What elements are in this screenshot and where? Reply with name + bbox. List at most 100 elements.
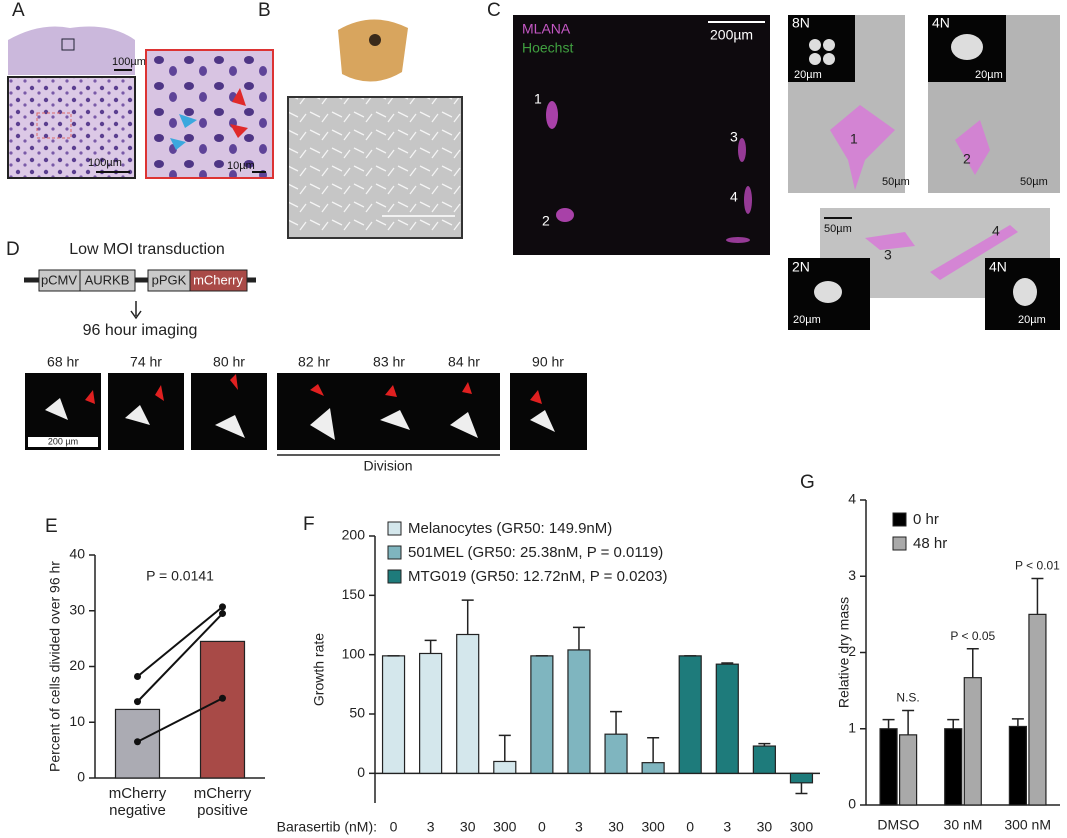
x-tick-label: mCherry positive <box>193 785 252 819</box>
cell-signal <box>830 105 895 190</box>
nuclei <box>951 34 983 60</box>
nuclei <box>814 281 842 303</box>
legend-label: 501MEL (GR50: 25.38nM, P = 0.0119) <box>408 544 663 561</box>
legend-label: Melanocytes (GR50: 149.9nM) <box>408 520 612 537</box>
channel-label: Hoechst <box>522 40 573 56</box>
paired-point <box>134 673 141 681</box>
paired-point <box>219 610 226 618</box>
paired-point <box>219 694 226 702</box>
arrowhead <box>230 88 248 138</box>
x-tick-label: 0 <box>390 819 398 835</box>
x-tick-label: 300 nM <box>1004 817 1051 833</box>
paired-line <box>137 697 223 743</box>
legend-label: MTG019 (GR50: 12.72nM, P = 0.0203) <box>408 568 667 585</box>
scale-label: 200 µm <box>48 436 78 446</box>
scale-label: 20µm <box>975 69 1003 81</box>
imaging-label: 96 hour imaging <box>83 322 198 339</box>
x-tick-label: 30 <box>460 819 476 835</box>
error-bar <box>572 626 585 650</box>
ploidy-label: 4N <box>989 259 1007 275</box>
bar <box>963 677 982 806</box>
scale-bar <box>28 437 98 447</box>
paired-line <box>136 612 224 703</box>
y-tick-label: 0 <box>357 764 365 780</box>
cell-number: 2 <box>963 151 971 167</box>
panel-label: C <box>487 0 501 21</box>
x-tick-label: 300 <box>641 819 665 835</box>
scale-label: 10µm <box>227 160 255 172</box>
x-tick-label: 3 <box>427 819 435 835</box>
scale-label: 50µm <box>882 176 910 188</box>
arrow <box>130 301 142 320</box>
paired-point <box>134 698 141 706</box>
bar <box>879 728 898 806</box>
cell-number: 3 <box>730 129 738 145</box>
y-tick-label: 0 <box>77 769 85 785</box>
legend-swatch <box>892 512 907 527</box>
scale-label: 20µm <box>793 314 821 326</box>
bar <box>1028 613 1047 806</box>
time-lapse-frames <box>25 373 587 450</box>
paired-line <box>136 606 224 678</box>
x-tick-label: 30 <box>757 819 773 835</box>
cell-number: 3 <box>884 247 892 263</box>
x-tick-label: DMSO <box>877 817 919 833</box>
panel-label: A <box>12 0 25 21</box>
cell-signal <box>865 225 1018 280</box>
bar <box>678 655 702 774</box>
legend-swatch <box>387 521 402 536</box>
error-bar <box>758 742 771 747</box>
bar <box>944 728 963 806</box>
cell-number: 1 <box>534 91 542 107</box>
error-bar <box>610 710 623 735</box>
specimen-photo <box>338 19 408 82</box>
y-axis-label: Relative dry mass <box>836 597 852 708</box>
x-tick-label: 0 <box>538 819 546 835</box>
y-tick-label: 100 <box>342 645 366 661</box>
annotation: P = 0.0141 <box>146 568 214 584</box>
legend-label: 48 hr <box>913 535 947 552</box>
y-tick-label: 20 <box>69 657 85 673</box>
y-tick-label: 40 <box>69 546 85 562</box>
ploidy-label: 8N <box>792 15 810 31</box>
paired-point <box>134 738 141 746</box>
bar <box>1008 725 1027 806</box>
fluorescence-image <box>513 15 770 255</box>
scale-label: 20µm <box>794 69 822 81</box>
cell-signal <box>955 120 990 175</box>
time-label: 80 hr <box>213 354 245 370</box>
channel-label: MLANA <box>522 21 571 37</box>
y-tick-label: 0 <box>848 796 856 812</box>
y-tick-label: 10 <box>69 713 85 729</box>
scale-label: 50µm <box>824 223 852 235</box>
annotation: P < 0.05 <box>950 629 995 643</box>
time-label: 68 hr <box>47 354 79 370</box>
x-tick-label: 3 <box>575 819 583 835</box>
bar <box>530 655 554 774</box>
legend-swatch <box>892 536 907 551</box>
construct-label: pCMV <box>41 272 77 287</box>
error-bar <box>424 639 437 654</box>
specimen-mark <box>369 34 381 46</box>
y-axis-label: Percent of cells divided over 96 hr <box>47 561 63 772</box>
y-tick-label: 30 <box>69 601 85 617</box>
nuclei <box>809 39 835 65</box>
nucleus-inset <box>788 15 855 82</box>
panel-label: G <box>800 472 815 493</box>
culture-image <box>287 96 463 239</box>
error-bar <box>882 718 895 729</box>
y-tick-label: 1 <box>848 719 856 735</box>
cell-number: 4 <box>730 189 738 205</box>
construct-title: Low MOI transduction <box>69 241 225 258</box>
y-tick-label: 150 <box>342 586 366 602</box>
bar <box>456 633 480 774</box>
time-label: 74 hr <box>130 354 162 370</box>
y-tick-label: 50 <box>349 705 365 721</box>
bar <box>567 649 591 774</box>
roi-box <box>61 38 75 51</box>
paired-point <box>219 603 226 611</box>
scale-label: 100µm <box>88 157 122 169</box>
bar <box>493 760 517 774</box>
ploidy-label: 2N <box>792 259 810 275</box>
panel-label: F <box>303 514 315 535</box>
